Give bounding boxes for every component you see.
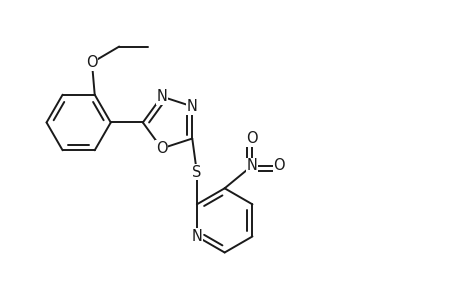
Text: O: O (273, 158, 285, 173)
Text: N: N (246, 158, 257, 173)
Text: N: N (191, 229, 202, 244)
Text: N: N (186, 99, 197, 114)
Text: O: O (246, 131, 257, 146)
Text: O: O (156, 141, 167, 156)
Text: O: O (86, 55, 98, 70)
Text: N: N (156, 89, 167, 104)
Text: S: S (192, 165, 201, 180)
